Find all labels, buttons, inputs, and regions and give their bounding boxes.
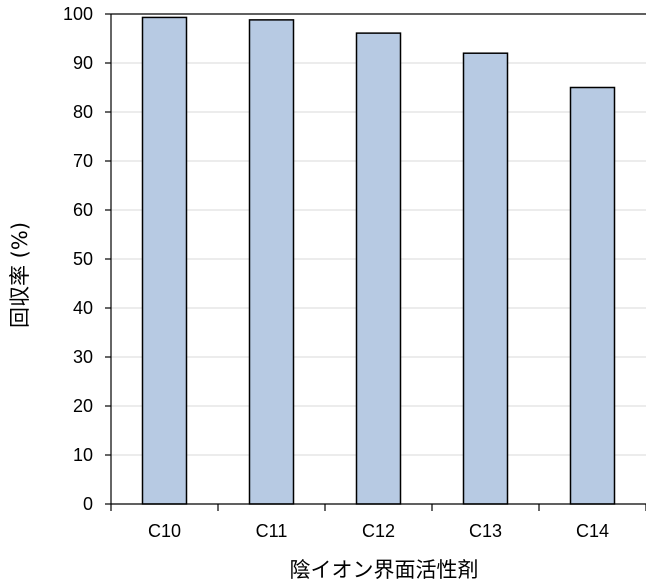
y-tick-label: 90 — [73, 53, 93, 73]
y-tick-label: 60 — [73, 200, 93, 220]
y-tick-label: 0 — [83, 494, 93, 514]
y-tick-label: 40 — [73, 298, 93, 318]
y-axis-title: 回収率 (%) — [8, 222, 32, 328]
y-tick-label: 100 — [63, 4, 93, 24]
x-tick-label: C14 — [576, 521, 609, 541]
x-tick-label: C13 — [469, 521, 502, 541]
x-tick-label: C11 — [256, 521, 288, 541]
y-tick-label: 20 — [73, 396, 93, 416]
x-tick-labels: C10 C11 C12 C13 C14 — [148, 521, 609, 541]
y-tick-labels: 0 10 20 30 40 50 60 70 80 90 100 — [63, 4, 93, 514]
bar-c10 — [141, 16, 188, 505]
bar-c14 — [569, 86, 616, 505]
bars — [141, 16, 616, 505]
x-axis-title: 陰イオン界面活性剤 — [290, 558, 479, 582]
x-tick-label: C12 — [362, 521, 395, 541]
bar-c13 — [462, 52, 509, 505]
bar-c12 — [355, 32, 402, 505]
bar-c11 — [248, 19, 295, 505]
x-tick-label: C10 — [148, 521, 181, 541]
y-tick-label: 30 — [73, 347, 93, 367]
y-tick-label: 10 — [73, 445, 93, 465]
axes — [105, 13, 646, 511]
y-tick-label: 70 — [73, 151, 93, 171]
y-tick-label: 50 — [73, 249, 93, 269]
y-tick-label: 80 — [73, 102, 93, 122]
